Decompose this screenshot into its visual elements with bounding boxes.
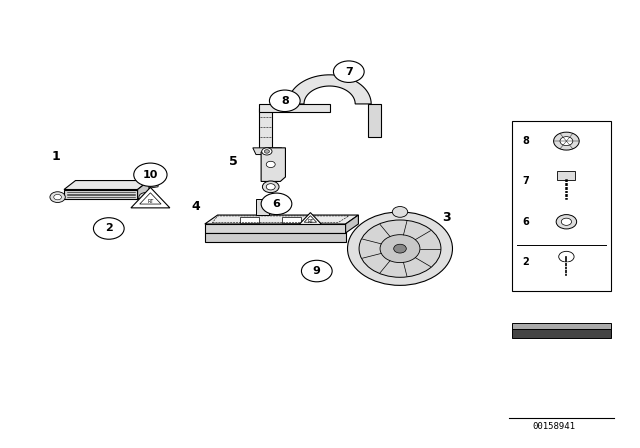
Polygon shape xyxy=(240,217,259,223)
Circle shape xyxy=(561,218,572,225)
Text: 6: 6 xyxy=(523,217,529,227)
Circle shape xyxy=(264,150,269,153)
Text: RТ: RТ xyxy=(147,199,154,204)
Polygon shape xyxy=(259,104,330,112)
Text: 00158941: 00158941 xyxy=(532,422,575,431)
Text: 2: 2 xyxy=(523,257,529,267)
Text: 7: 7 xyxy=(345,67,353,77)
Circle shape xyxy=(269,90,300,112)
Polygon shape xyxy=(131,187,170,208)
Polygon shape xyxy=(261,148,285,181)
Text: 2: 2 xyxy=(105,224,113,233)
Polygon shape xyxy=(288,75,371,104)
Text: 10: 10 xyxy=(143,170,158,180)
Polygon shape xyxy=(368,104,381,137)
Text: 9: 9 xyxy=(313,266,321,276)
Text: 1: 1 xyxy=(51,150,60,164)
Circle shape xyxy=(348,212,452,285)
Polygon shape xyxy=(253,148,282,155)
Polygon shape xyxy=(256,199,269,215)
Circle shape xyxy=(394,244,406,253)
Text: 7: 7 xyxy=(523,177,529,186)
Polygon shape xyxy=(64,181,149,190)
Circle shape xyxy=(93,218,124,239)
Circle shape xyxy=(262,181,279,193)
Circle shape xyxy=(50,192,65,202)
FancyBboxPatch shape xyxy=(557,171,575,180)
Polygon shape xyxy=(282,217,301,223)
Circle shape xyxy=(54,194,61,200)
Polygon shape xyxy=(304,216,317,222)
Text: 6: 6 xyxy=(273,199,280,209)
Circle shape xyxy=(359,220,441,277)
Polygon shape xyxy=(512,329,611,338)
Circle shape xyxy=(380,235,420,263)
Polygon shape xyxy=(205,224,346,233)
Circle shape xyxy=(134,163,167,186)
FancyBboxPatch shape xyxy=(512,121,611,291)
Text: 3: 3 xyxy=(442,211,451,224)
Polygon shape xyxy=(140,193,161,204)
Circle shape xyxy=(392,207,408,217)
Circle shape xyxy=(139,193,152,202)
Text: 8: 8 xyxy=(523,136,529,146)
Polygon shape xyxy=(205,233,346,242)
Polygon shape xyxy=(512,323,611,329)
Polygon shape xyxy=(149,182,158,188)
Polygon shape xyxy=(205,215,358,224)
Polygon shape xyxy=(299,213,322,224)
Circle shape xyxy=(554,132,579,150)
Polygon shape xyxy=(64,190,138,199)
Polygon shape xyxy=(259,108,272,150)
Circle shape xyxy=(301,260,332,282)
Text: 4: 4 xyxy=(191,200,200,214)
Polygon shape xyxy=(138,181,149,199)
Circle shape xyxy=(142,195,148,199)
Circle shape xyxy=(261,193,292,215)
Text: RТ: RТ xyxy=(307,219,314,224)
Circle shape xyxy=(266,184,275,190)
Polygon shape xyxy=(346,215,358,233)
Circle shape xyxy=(556,215,577,229)
Circle shape xyxy=(559,251,574,262)
Text: 5: 5 xyxy=(229,155,238,168)
Text: 8: 8 xyxy=(281,96,289,106)
Circle shape xyxy=(266,161,275,168)
Circle shape xyxy=(333,61,364,82)
Circle shape xyxy=(262,148,272,155)
Circle shape xyxy=(560,137,573,146)
